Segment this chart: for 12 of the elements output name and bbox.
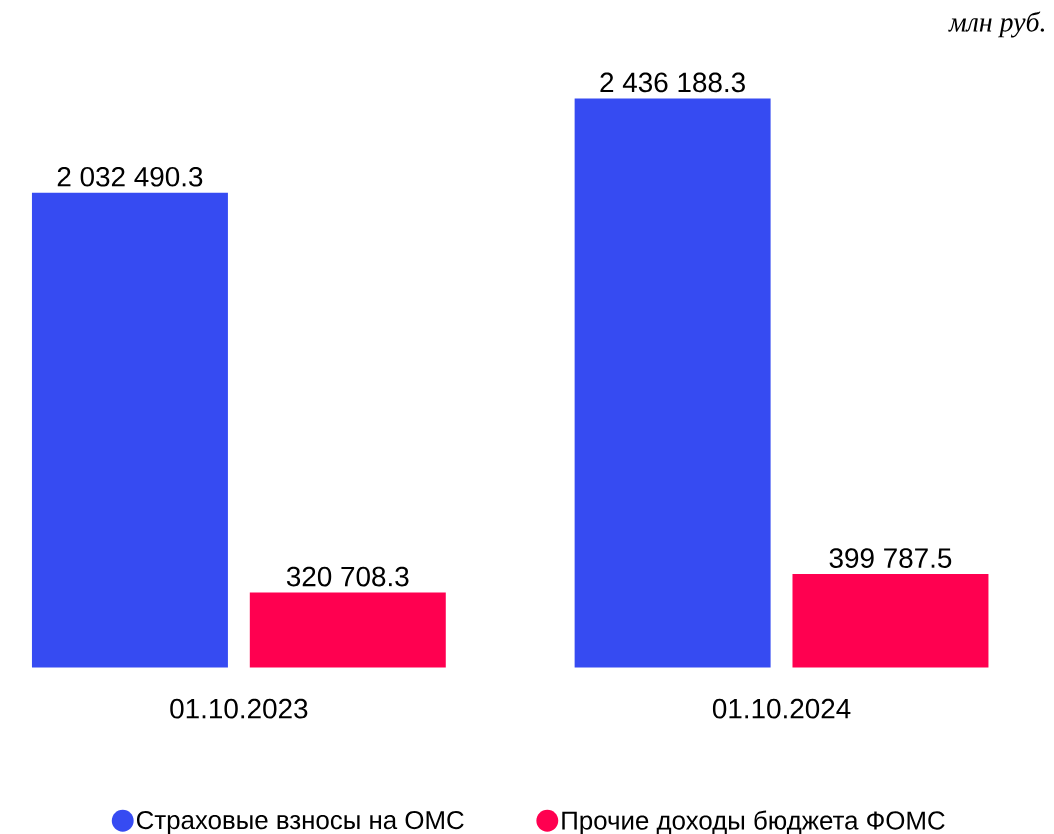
legend-label: Страховые взносы на ОМС	[136, 811, 464, 834]
data-label: 399 787.5	[829, 548, 952, 569]
data-label: 2 032 490.3	[57, 167, 203, 187]
x-tick-label: 01.10.2023	[170, 699, 308, 719]
text: млн руб.	[948, 11, 1045, 38]
bar	[792, 574, 989, 668]
data-label: 320 708.3	[286, 566, 409, 587]
bar	[249, 592, 446, 668]
data-label: 2 436 188.3	[600, 72, 745, 93]
bar	[574, 98, 771, 668]
bar	[31, 192, 228, 668]
x-tick-label: 01.10.2024	[712, 699, 851, 719]
